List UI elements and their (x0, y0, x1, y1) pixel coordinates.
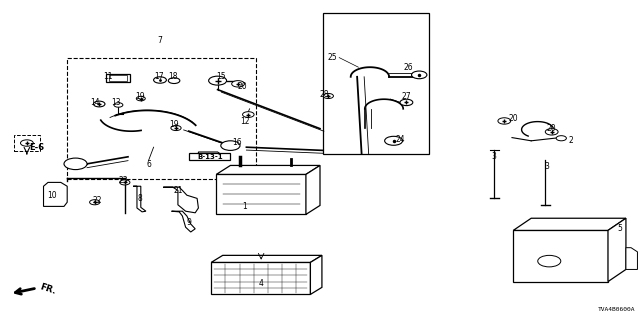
Text: 22: 22 (93, 196, 102, 204)
Text: 20: 20 (508, 114, 518, 123)
Bar (513, 230, 608, 282)
Polygon shape (198, 152, 221, 157)
Text: FR.: FR. (38, 282, 57, 296)
Bar (14, 135, 40, 151)
Text: 3: 3 (492, 152, 497, 161)
Polygon shape (608, 218, 626, 282)
Circle shape (221, 141, 240, 150)
Text: 19: 19 (169, 120, 179, 129)
Text: 12: 12 (240, 117, 249, 126)
Text: 23: 23 (118, 176, 129, 185)
Circle shape (93, 101, 105, 107)
Circle shape (556, 136, 566, 141)
Circle shape (136, 96, 145, 101)
Text: 8: 8 (137, 194, 142, 203)
Polygon shape (133, 186, 146, 212)
Text: 14: 14 (90, 98, 100, 107)
Circle shape (323, 93, 333, 99)
Polygon shape (626, 248, 637, 269)
Text: 17: 17 (154, 72, 164, 81)
Circle shape (385, 136, 403, 145)
Polygon shape (310, 255, 322, 294)
Circle shape (20, 140, 33, 146)
Text: 20: 20 (237, 82, 247, 91)
Polygon shape (216, 165, 320, 174)
Circle shape (545, 129, 558, 135)
Circle shape (90, 200, 100, 205)
Text: 19: 19 (134, 92, 145, 100)
Bar (67, 58, 256, 179)
Text: 5: 5 (617, 224, 622, 233)
Text: 1: 1 (242, 202, 247, 211)
Text: 21: 21 (173, 186, 182, 195)
Text: 28: 28 (320, 90, 329, 99)
Text: 20: 20 (547, 124, 557, 132)
Text: B-13-1: B-13-1 (197, 154, 223, 160)
Text: 16: 16 (232, 138, 242, 147)
Circle shape (171, 125, 181, 131)
Bar (106, 74, 130, 82)
Text: 15: 15 (216, 72, 226, 81)
Text: 9: 9 (186, 218, 191, 227)
Bar (211, 262, 310, 294)
Circle shape (64, 158, 87, 170)
Circle shape (243, 112, 254, 117)
Bar (109, 75, 127, 81)
Text: 4: 4 (259, 279, 264, 288)
Circle shape (114, 103, 123, 107)
Polygon shape (211, 255, 322, 262)
Text: 11: 11 (103, 72, 112, 81)
Bar (323, 13, 429, 154)
Text: 13: 13 (111, 98, 122, 107)
Text: 27: 27 (401, 92, 412, 100)
Text: 26: 26 (403, 63, 413, 72)
Text: 7: 7 (157, 36, 163, 44)
Circle shape (168, 78, 180, 84)
Polygon shape (306, 165, 320, 214)
Circle shape (400, 99, 413, 106)
Polygon shape (513, 218, 626, 230)
Text: TVA4B0600A: TVA4B0600A (597, 307, 635, 312)
Circle shape (538, 255, 561, 267)
Bar (216, 174, 306, 214)
Circle shape (412, 71, 427, 79)
Circle shape (120, 180, 130, 185)
Bar (189, 153, 230, 160)
Text: 10: 10 (47, 191, 58, 200)
Polygon shape (163, 187, 198, 213)
Text: 18: 18 (168, 72, 177, 81)
Text: 2: 2 (568, 136, 573, 145)
Text: 6: 6 (146, 160, 151, 169)
Text: 3: 3 (545, 162, 550, 171)
Circle shape (154, 77, 166, 83)
Circle shape (498, 118, 511, 124)
Polygon shape (44, 182, 67, 206)
Polygon shape (172, 211, 195, 232)
Text: 25: 25 (328, 53, 338, 62)
Text: E-6: E-6 (29, 143, 45, 152)
Text: 24: 24 (395, 135, 405, 144)
Circle shape (232, 81, 244, 87)
Circle shape (209, 76, 227, 85)
